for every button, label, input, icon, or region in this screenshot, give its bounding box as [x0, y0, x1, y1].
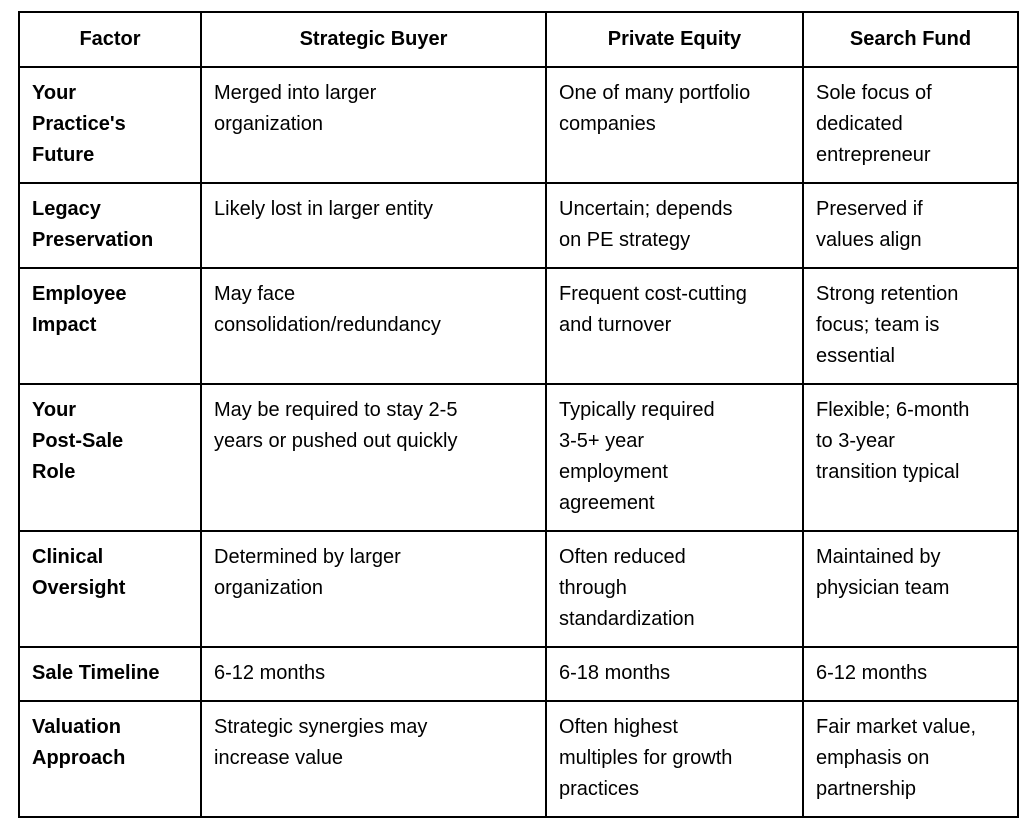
column-header-strategic-buyer: Strategic Buyer — [200, 11, 547, 68]
table-row-valuation-approach: Valuation Approach Strategic synergies m… — [18, 700, 1019, 818]
private-equity-cell: Frequent cost-cutting and turnover — [545, 267, 804, 385]
search-fund-cell: Preserved if values align — [802, 182, 1019, 269]
factor-cell: Your Post-Sale Role — [18, 383, 202, 532]
header-row: Factor Strategic Buyer Private Equity Se… — [18, 11, 1019, 68]
table-row-practice-future: Your Practice's Future Merged into large… — [18, 66, 1019, 184]
strategic-buyer-cell: May be required to stay 2-5 years or pus… — [200, 383, 547, 532]
strategic-buyer-cell: May face consolidation/redundancy — [200, 267, 547, 385]
private-equity-cell: 6-18 months — [545, 646, 804, 702]
buyer-comparison-table: Factor Strategic Buyer Private Equity Se… — [18, 11, 1019, 818]
column-header-factor: Factor — [18, 11, 202, 68]
factor-cell: Valuation Approach — [18, 700, 202, 818]
table-row-sale-timeline: Sale Timeline 6-12 months 6-18 months 6-… — [18, 646, 1019, 702]
factor-cell: Your Practice's Future — [18, 66, 202, 184]
factor-cell: Employee Impact — [18, 267, 202, 385]
table-row-legacy-preservation: Legacy Preservation Likely lost in large… — [18, 182, 1019, 269]
strategic-buyer-cell: 6-12 months — [200, 646, 547, 702]
column-header-private-equity: Private Equity — [545, 11, 804, 68]
table-row-post-sale-role: Your Post-Sale Role May be required to s… — [18, 383, 1019, 532]
factor-cell: Legacy Preservation — [18, 182, 202, 269]
strategic-buyer-cell: Determined by larger organization — [200, 530, 547, 648]
factor-cell: Sale Timeline — [18, 646, 202, 702]
private-equity-cell: Typically required 3-5+ year employment … — [545, 383, 804, 532]
search-fund-cell: Strong retention focus; team is essentia… — [802, 267, 1019, 385]
private-equity-cell: Uncertain; depends on PE strategy — [545, 182, 804, 269]
strategic-buyer-cell: Merged into larger organization — [200, 66, 547, 184]
table-row-clinical-oversight: Clinical Oversight Determined by larger … — [18, 530, 1019, 648]
strategic-buyer-cell: Likely lost in larger entity — [200, 182, 547, 269]
private-equity-cell: Often highest multiples for growth pract… — [545, 700, 804, 818]
search-fund-cell: 6-12 months — [802, 646, 1019, 702]
search-fund-cell: Fair market value, emphasis on partnersh… — [802, 700, 1019, 818]
private-equity-cell: Often reduced through standardization — [545, 530, 804, 648]
search-fund-cell: Sole focus of dedicated entrepreneur — [802, 66, 1019, 184]
factor-cell: Clinical Oversight — [18, 530, 202, 648]
search-fund-cell: Flexible; 6-month to 3-year transition t… — [802, 383, 1019, 532]
search-fund-cell: Maintained by physician team — [802, 530, 1019, 648]
table-row-employee-impact: Employee Impact May face consolidation/r… — [18, 267, 1019, 385]
private-equity-cell: One of many portfolio companies — [545, 66, 804, 184]
strategic-buyer-cell: Strategic synergies may increase value — [200, 700, 547, 818]
column-header-search-fund: Search Fund — [802, 11, 1019, 68]
